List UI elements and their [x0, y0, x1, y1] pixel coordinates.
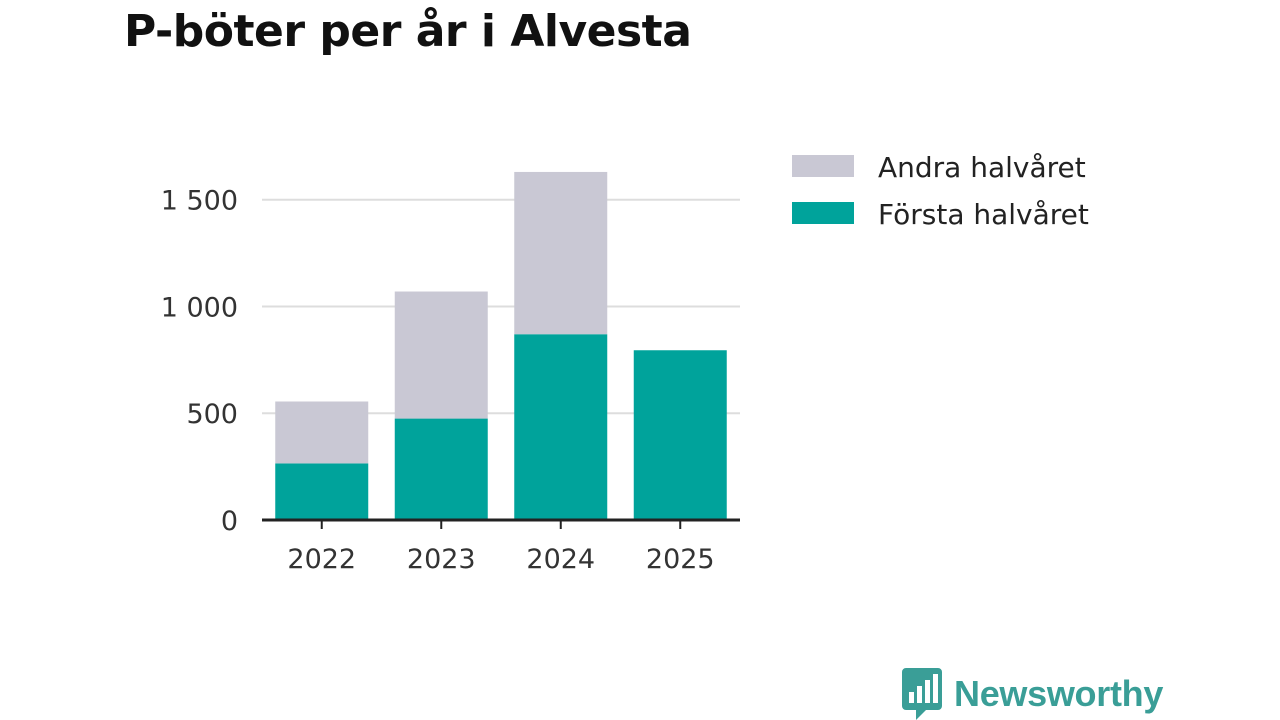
- legend-swatch-andra: [792, 155, 854, 177]
- bar-forsta-2023: [394, 418, 488, 520]
- axis-layer: 0 500 1 000 1 500 2022 2023 2024 2025: [161, 186, 740, 575]
- legend-label-forsta: Första halvåret: [878, 198, 1089, 231]
- bar-forsta-2024: [514, 334, 608, 520]
- x-tick-label-2023: 2023: [407, 544, 476, 575]
- newsworthy-logo: Newsworthy: [902, 668, 1163, 720]
- x-tick-label-2025: 2025: [646, 544, 715, 575]
- legend-label-andra: Andra halvåret: [878, 151, 1086, 184]
- legend-swatch-forsta: [792, 202, 854, 224]
- bar-andra-2024: [514, 171, 608, 335]
- x-tick-label-2024: 2024: [526, 544, 595, 575]
- legend: Andra halvåret Första halvåret: [792, 151, 1089, 231]
- bar-chart-bubble-icon: [902, 668, 942, 720]
- bar-andra-2022: [275, 401, 369, 464]
- bar-forsta-2022: [275, 463, 369, 520]
- y-tick-label: 1 500: [161, 186, 238, 217]
- chart-title: P-böter per år i Alvesta: [124, 6, 692, 57]
- y-tick-label: 1 000: [161, 292, 238, 323]
- bar-andra-2023: [394, 291, 488, 419]
- x-tick-label-2022: 2022: [287, 544, 356, 575]
- y-tick-label: 0: [221, 506, 238, 537]
- bar-forsta-2025: [633, 350, 727, 520]
- y-tick-label: 500: [186, 399, 238, 430]
- brand-name: Newsworthy: [954, 673, 1164, 714]
- bar-layer: [275, 171, 727, 520]
